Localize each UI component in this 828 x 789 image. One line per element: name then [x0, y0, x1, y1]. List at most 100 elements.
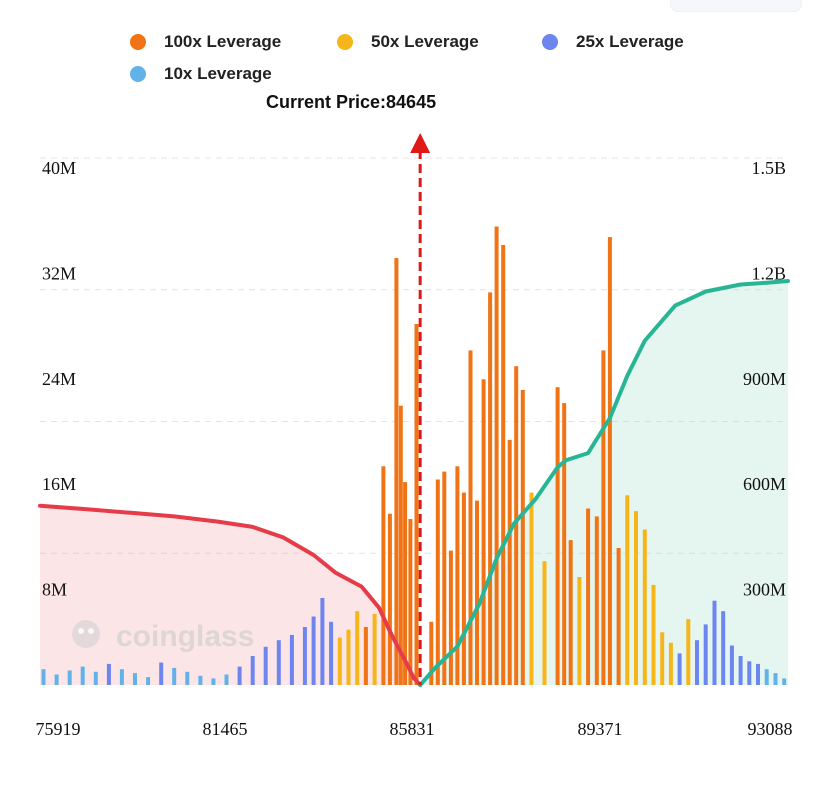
x-axis: 75919 81465 85831 89371 93088	[36, 719, 793, 739]
bar-100x-leverage	[429, 621, 434, 685]
bar-10x-leverage	[211, 678, 216, 685]
bar-100x-leverage	[616, 548, 621, 685]
bar-10x-leverage	[80, 666, 85, 685]
bar-50x-leverage	[625, 495, 630, 685]
legend-item-100x[interactable]: 100x Leverage	[130, 32, 281, 52]
bar-100x-leverage	[520, 389, 525, 685]
x-axis-tick-label: 89371	[578, 719, 623, 739]
bar-25x-leverage	[263, 646, 268, 685]
right-axis-tick-label: 300M	[743, 580, 786, 600]
bar-100x-leverage	[481, 379, 486, 685]
legend-dot-25x-icon	[542, 34, 558, 50]
chart-legend: 100x Leverage 50x Leverage 25x Leverage …	[0, 28, 828, 88]
bar-25x-leverage	[747, 661, 752, 685]
left-axis-tick-label: 24M	[42, 369, 76, 389]
bar-10x-leverage	[224, 674, 229, 685]
bar-25x-leverage	[712, 600, 717, 685]
legend-label-100x: 100x Leverage	[164, 32, 282, 51]
x-axis-tick-label: 93088	[748, 719, 793, 739]
bar-100x-leverage	[398, 405, 403, 685]
bar-50x-leverage	[668, 642, 673, 685]
bar-10x-leverage	[93, 671, 98, 685]
bar-50x-leverage	[529, 492, 534, 685]
x-axis-tick-label: 81465	[203, 719, 248, 739]
bar-100x-leverage	[448, 550, 453, 685]
long-cumulative-line	[418, 279, 790, 687]
bar-25x-leverage	[311, 616, 316, 685]
bar-50x-leverage	[346, 629, 351, 685]
legend-label-50x: 50x Leverage	[371, 32, 479, 51]
bar-25x-leverage	[302, 627, 307, 685]
bar-100x-leverage	[403, 482, 408, 685]
bar-10x-leverage	[773, 673, 778, 685]
bar-100x-leverage	[601, 350, 606, 685]
gridlines	[40, 157, 788, 554]
bar-25x-leverage	[695, 640, 699, 685]
bar-25x-leverage	[756, 663, 760, 685]
bar-50x-leverage	[355, 611, 360, 685]
legend-item-25x[interactable]: 25x Leverage	[542, 32, 684, 52]
bar-100x-leverage	[514, 366, 519, 685]
watermark: coinglass	[72, 620, 254, 653]
bar-25x-leverage	[329, 621, 334, 685]
bar-10x-leverage	[198, 675, 203, 685]
bar-100x-leverage	[475, 500, 479, 685]
bar-100x-leverage	[435, 479, 440, 685]
bar-100x-leverage	[442, 471, 447, 685]
bar-50x-leverage	[337, 637, 342, 685]
bar-50x-leverage	[634, 511, 638, 685]
bar-10x-leverage	[185, 671, 190, 685]
bar-50x-leverage	[660, 632, 665, 685]
bar-100x-leverage	[394, 258, 399, 685]
bar-100x-leverage	[363, 627, 368, 685]
bar-10x-leverage	[764, 669, 769, 685]
current-price-label: Current Price:84645	[266, 92, 437, 112]
legend-dot-50x-icon	[337, 34, 353, 50]
left-axis-tick-label: 8M	[42, 580, 67, 600]
bar-100x-leverage	[568, 540, 573, 685]
watermark-text: coinglass	[116, 620, 254, 653]
right-axis: 300M 600M 900M 1.2B 1.5B	[743, 158, 786, 600]
cumulative-lines	[38, 279, 790, 687]
bar-50x-leverage	[542, 561, 547, 685]
bar-10x-leverage	[67, 670, 72, 685]
top-right-panel-edge	[670, 0, 802, 12]
bar-100x-leverage	[494, 226, 499, 685]
current-price-marker	[410, 133, 431, 685]
left-axis: 8M 16M 24M 32M 40M	[42, 158, 76, 600]
coinglass-logo-icon	[72, 620, 100, 648]
bar-100x-leverage	[562, 403, 567, 685]
legend-item-10x[interactable]: 10x Leverage	[130, 64, 272, 84]
bar-25x-leverage	[237, 666, 242, 685]
bar-25x-leverage	[159, 662, 164, 685]
bar-100x-leverage	[408, 519, 413, 685]
legend-item-50x[interactable]: 50x Leverage	[337, 32, 479, 52]
bar-10x-leverage	[782, 678, 787, 685]
bar-100x-leverage	[594, 516, 599, 685]
bar-50x-leverage	[651, 584, 656, 685]
legend-dot-100x-icon	[130, 34, 146, 50]
bar-100x-leverage	[501, 245, 506, 685]
bar-25x-leverage	[703, 624, 708, 685]
x-axis-tick-label: 85831	[390, 719, 435, 739]
x-axis-tick-label: 75919	[36, 719, 81, 739]
bar-25x-leverage	[276, 640, 281, 685]
bar-50x-leverage	[642, 529, 647, 685]
bar-25x-leverage	[250, 656, 255, 685]
left-axis-tick-label: 16M	[42, 474, 76, 494]
bar-25x-leverage	[106, 663, 111, 685]
short-cumulative-area	[40, 505, 421, 685]
bar-10x-leverage	[172, 667, 177, 685]
right-axis-tick-label: 900M	[743, 369, 786, 389]
bar-10x-leverage	[54, 674, 59, 685]
bar-25x-leverage	[320, 598, 325, 685]
bar-25x-leverage	[289, 634, 294, 685]
bar-50x-leverage	[577, 577, 582, 685]
bars	[41, 226, 787, 685]
left-axis-tick-label: 40M	[42, 158, 76, 178]
right-axis-tick-label: 1.5B	[751, 158, 786, 178]
bar-10x-leverage	[133, 673, 137, 685]
legend-dot-10x-icon	[130, 66, 146, 82]
bar-25x-leverage	[738, 656, 743, 685]
